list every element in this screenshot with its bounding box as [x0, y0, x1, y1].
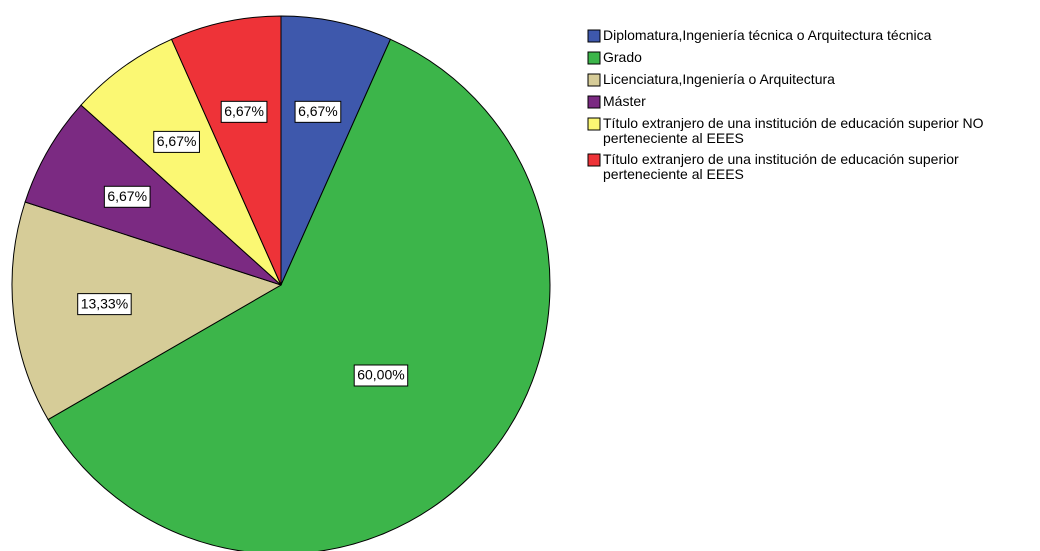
legend-item: Diplomatura,Ingeniería técnica o Arquite… [587, 27, 932, 43]
data-label-box [103, 185, 151, 208]
legend-swatch [587, 29, 601, 43]
legend-line: perteneciente al EEES [603, 130, 744, 146]
data-label-box [77, 293, 132, 316]
data-label: 6,67% [220, 100, 268, 123]
pie-slice [24, 104, 282, 286]
data-label: 13,33% [77, 293, 132, 316]
data-label-box [353, 364, 409, 387]
data-label: 6,67% [103, 185, 151, 208]
legend-label: Diplomatura,Ingeniería técnica o Arquite… [603, 27, 932, 43]
legend-item: Título extranjero de una institución de … [587, 151, 959, 182]
legend-line: Título extranjero de una institución de … [603, 115, 984, 131]
data-label: 60,00% [353, 364, 409, 387]
pie-slice [11, 201, 283, 421]
legend-item: Título extranjero de una institución de … [587, 115, 984, 146]
legend-line: perteneciente al EEES [603, 166, 744, 182]
pie-slice [80, 38, 282, 286]
data-label-box [153, 130, 200, 153]
legend-swatch [587, 95, 601, 109]
legend-item: Máster [587, 93, 646, 109]
legend-label: Título extranjero de una institución de … [603, 151, 959, 182]
legend-line: Licenciatura,Ingeniería o Arquitectura [603, 71, 835, 87]
legend-item: Grado [587, 49, 642, 65]
legend-label: Grado [603, 49, 642, 65]
data-label-box [220, 100, 268, 123]
legend-label: Título extranjero de una institución de … [603, 115, 984, 146]
legend-swatch [587, 117, 601, 131]
data-label: 6,67% [153, 130, 200, 153]
data-label-text: 13,33% [81, 295, 128, 311]
pie-slice [170, 15, 282, 286]
data-label-text: 6,67% [107, 188, 147, 204]
legend-line: Diplomatura,Ingeniería técnica o Arquite… [603, 27, 932, 43]
legend-swatch [587, 153, 601, 167]
legend-label: Máster [603, 93, 646, 109]
pie-slice [280, 15, 392, 286]
legend-swatch [587, 73, 601, 87]
legend-line: Grado [603, 49, 642, 65]
legend-line: Máster [603, 93, 646, 109]
legend-item: Licenciatura,Ingeniería o Arquitectura [587, 71, 835, 87]
data-label-text: 60,00% [357, 367, 404, 383]
data-label-text: 6,67% [157, 133, 197, 149]
legend-label: Licenciatura,Ingeniería o Arquitectura [603, 71, 835, 87]
legend-line: Título extranjero de una institución de … [603, 151, 959, 167]
data-label-text: 6,67% [298, 103, 338, 119]
data-label-box [294, 100, 342, 123]
pie-slice [47, 38, 551, 551]
data-label: 6,67% [294, 100, 342, 123]
legend-swatch [587, 51, 601, 65]
data-label-text: 6,67% [224, 103, 264, 119]
